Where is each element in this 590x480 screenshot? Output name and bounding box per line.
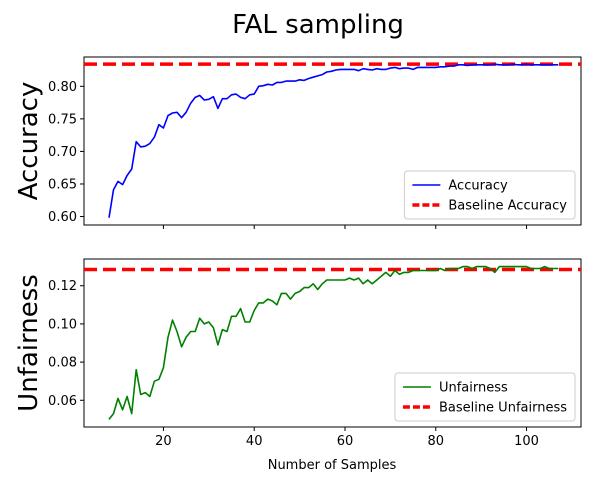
legend-box xyxy=(403,170,576,220)
y-tick-label: 0.12 xyxy=(48,279,77,294)
y-tick-label: 0.80 xyxy=(48,80,77,95)
x-axis-label: Number of Samples xyxy=(268,458,397,473)
unfairness-legend: Unfairness Baseline Unfairness xyxy=(394,372,576,422)
y-tick-label: 0.70 xyxy=(48,145,77,160)
legend-label: Baseline Unfairness xyxy=(439,401,567,416)
unfairness-panel: 20 40 60 80 100 0.06 0.08 0.10 0.12 Unfairness U… xyxy=(14,258,582,449)
legend-label: Accuracy xyxy=(448,179,508,194)
unfairness-y-axis-label: Unfairness xyxy=(14,274,44,412)
y-tick-label: 0.06 xyxy=(48,394,77,409)
y-tick-label: 0.65 xyxy=(48,177,77,192)
accuracy-panel: 0.60 0.65 0.70 0.75 0.80 Accuracy Accuracy Ba… xyxy=(14,56,582,229)
legend-label: Unfairness xyxy=(439,381,508,396)
x-tick-label: 80 xyxy=(427,434,444,449)
unfairness-marks xyxy=(84,265,581,420)
unfairness-axes-frame xyxy=(83,258,582,428)
x-tick-label: 60 xyxy=(337,434,354,449)
unfairness-ticks: 20 40 60 80 100 0.06 0.08 0.10 0.12 xyxy=(48,279,539,449)
accuracy-ticks: 0.60 0.65 0.70 0.75 0.80 xyxy=(48,80,528,229)
accuracy-marks xyxy=(84,62,581,218)
legend-label: Baseline Accuracy xyxy=(448,199,567,214)
y-tick-label: 0.08 xyxy=(48,356,77,371)
y-tick-label: 0.10 xyxy=(48,317,77,332)
x-tick-label: 40 xyxy=(246,434,263,449)
figure-title: FAL sampling xyxy=(232,10,404,40)
accuracy-axes-frame xyxy=(83,56,582,226)
y-tick-label: 0.60 xyxy=(48,210,77,225)
series-line xyxy=(108,63,559,218)
series-line xyxy=(108,265,559,420)
y-tick-label: 0.75 xyxy=(48,112,77,127)
accuracy-legend: Accuracy Baseline Accuracy xyxy=(403,170,576,220)
x-tick-label: 20 xyxy=(155,434,172,449)
x-tick-label: 100 xyxy=(514,434,539,449)
accuracy-y-axis-label: Accuracy xyxy=(14,82,44,201)
legend-box xyxy=(394,372,576,422)
